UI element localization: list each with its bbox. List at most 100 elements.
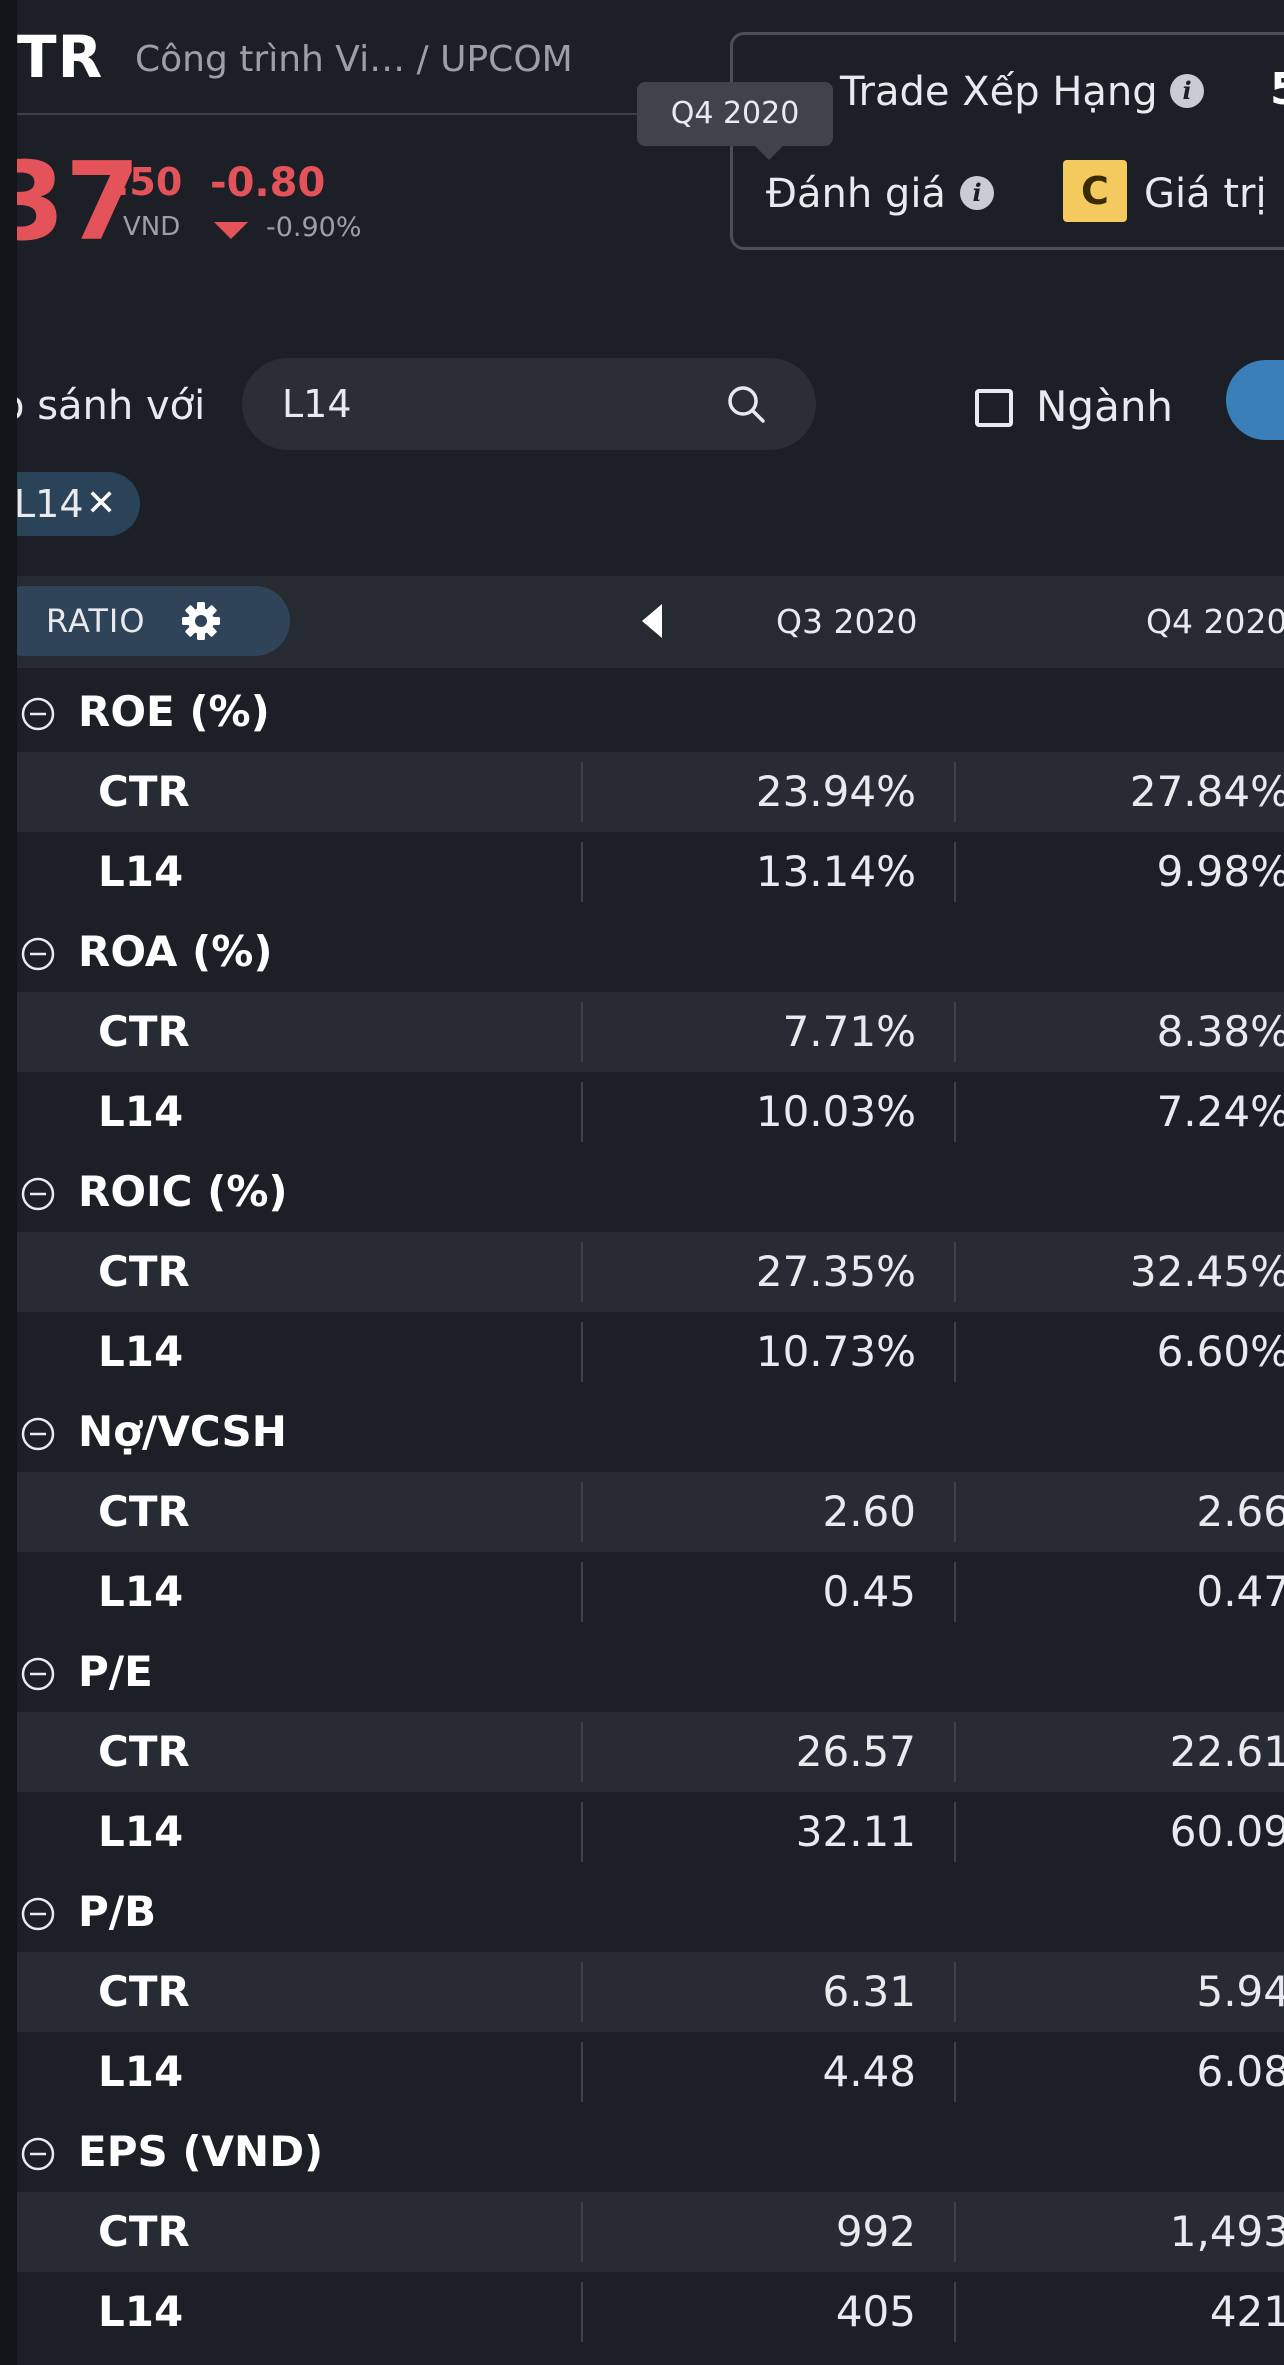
- column-divider: [581, 2202, 583, 2262]
- column-divider: [954, 2042, 956, 2102]
- compare-chip[interactable]: L14 ✕: [0, 472, 140, 536]
- company-label: L14: [98, 1087, 184, 1136]
- down-arrow-icon: [214, 222, 248, 239]
- column-header-q3: Q3 2020: [776, 602, 918, 641]
- value-q4: 6.08: [1196, 2047, 1284, 2096]
- value-q3: 2.60: [822, 1487, 916, 1536]
- search-value[interactable]: L14: [282, 382, 352, 426]
- collapse-icon[interactable]: [20, 1656, 56, 1692]
- column-divider: [581, 1962, 583, 2022]
- table-row: CTR 23.94% 27.84%: [0, 752, 1284, 832]
- previous-period-arrow-icon[interactable]: [642, 604, 662, 638]
- price-unit: VND: [123, 212, 181, 242]
- value-q3: 32.11: [795, 1807, 916, 1856]
- price-integer: 37: [0, 140, 141, 265]
- column-divider: [954, 1082, 956, 1142]
- table-row: L14 10.73% 6.60%: [0, 1312, 1284, 1392]
- metric-group-header[interactable]: ROIC (%): [0, 1152, 1284, 1232]
- value-q4: 22.61: [1169, 1727, 1284, 1776]
- grade-badge: C: [1063, 160, 1127, 222]
- table-row: L14 405 421: [0, 2272, 1284, 2352]
- price-change: -0.80: [210, 160, 326, 206]
- collapse-icon[interactable]: [20, 1896, 56, 1932]
- value-q4: 1,493: [1169, 2207, 1284, 2256]
- company-label: CTR: [98, 1007, 190, 1056]
- column-divider: [954, 2202, 956, 2262]
- company-label: L14: [98, 1807, 184, 1856]
- column-divider: [581, 762, 583, 822]
- value-q3: 0.45: [822, 1567, 916, 1616]
- search-icon[interactable]: [726, 384, 766, 424]
- metric-title: Nợ/VCSH: [78, 1407, 287, 1456]
- value-q4: 9.98%: [1156, 847, 1284, 896]
- search-input[interactable]: L14: [242, 358, 816, 450]
- collapse-icon[interactable]: [20, 936, 56, 972]
- chip-label: L14: [14, 482, 84, 526]
- rating-label: Đánh giá: [766, 171, 946, 217]
- column-divider: [954, 1722, 956, 1782]
- toggle-switch[interactable]: [1226, 360, 1284, 440]
- column-divider: [581, 1322, 583, 1382]
- company-label: L14: [98, 2047, 184, 2096]
- value-q3: 13.14%: [755, 847, 916, 896]
- metric-title: ROIC (%): [78, 1167, 288, 1216]
- company-label: CTR: [98, 767, 190, 816]
- collapse-icon[interactable]: [20, 696, 56, 732]
- column-divider: [581, 1722, 583, 1782]
- column-divider: [581, 2042, 583, 2102]
- left-edge: [0, 0, 17, 2365]
- table-row: L14 32.11 60.09: [0, 1792, 1284, 1872]
- metric-group-header[interactable]: Nợ/VCSH: [0, 1392, 1284, 1472]
- collapse-icon[interactable]: [20, 1416, 56, 1452]
- metric-title: ROA (%): [78, 927, 273, 976]
- value-q3: 10.03%: [755, 1087, 916, 1136]
- header-divider: [17, 113, 707, 115]
- industry-label[interactable]: Ngành: [1036, 382, 1174, 431]
- price-decimal: .50: [115, 160, 183, 204]
- metric-group-header[interactable]: P/E: [0, 1632, 1284, 1712]
- collapse-icon[interactable]: [20, 2136, 56, 2172]
- price-change-percent: -0.90%: [266, 212, 362, 243]
- metric-group-header[interactable]: ROE (%): [0, 672, 1284, 752]
- column-divider: [581, 842, 583, 902]
- metric-title: ROE (%): [78, 687, 270, 736]
- company-name[interactable]: Công trình Vi… / UPCOM: [135, 39, 573, 80]
- column-divider: [954, 2282, 956, 2342]
- company-label: L14: [98, 1327, 184, 1376]
- tooltip-pointer: [755, 146, 783, 160]
- value-q4: 0.47: [1196, 1567, 1284, 1616]
- gear-icon[interactable]: [180, 600, 222, 642]
- metric-group-header[interactable]: ROA (%): [0, 912, 1284, 992]
- ticker-symbol: TR: [17, 23, 104, 91]
- metric-title: EPS (VND): [78, 2127, 324, 2176]
- column-divider: [581, 1482, 583, 1542]
- metric-group-header[interactable]: EPS (VND): [0, 2112, 1284, 2192]
- column-divider: [954, 762, 956, 822]
- table-row: CTR 2.60 2.66: [0, 1472, 1284, 1552]
- value-q3: 26.57: [795, 1727, 916, 1776]
- value-q3: 405: [835, 2287, 916, 2336]
- company-label: L14: [98, 847, 184, 896]
- column-divider: [954, 1482, 956, 1542]
- collapse-icon[interactable]: [20, 1176, 56, 1212]
- info-icon[interactable]: i: [960, 176, 994, 210]
- company-label: L14: [98, 1567, 184, 1616]
- column-divider: [581, 1562, 583, 1622]
- ratio-label: RATIO: [46, 602, 146, 640]
- info-icon[interactable]: i: [1170, 74, 1204, 108]
- ratio-button[interactable]: RATIO: [0, 586, 290, 656]
- table-row: CTR 27.35% 32.45%: [0, 1232, 1284, 1312]
- ranking-title: Trade Xếp Hạng: [840, 69, 1158, 115]
- metric-title: P/E: [78, 1647, 153, 1696]
- column-divider: [581, 1802, 583, 1862]
- column-divider: [954, 1802, 956, 1862]
- table-row: L14 13.14% 9.98%: [0, 832, 1284, 912]
- metric-group-header[interactable]: P/B: [0, 1872, 1284, 1952]
- close-icon[interactable]: ✕: [86, 483, 117, 524]
- column-divider: [954, 1322, 956, 1382]
- value-q4: 421: [1209, 2287, 1284, 2336]
- value-q4: 8.38%: [1156, 1007, 1284, 1056]
- industry-checkbox[interactable]: [975, 389, 1013, 427]
- company-label: CTR: [98, 1967, 190, 2016]
- value-q4: 2.66: [1196, 1487, 1284, 1536]
